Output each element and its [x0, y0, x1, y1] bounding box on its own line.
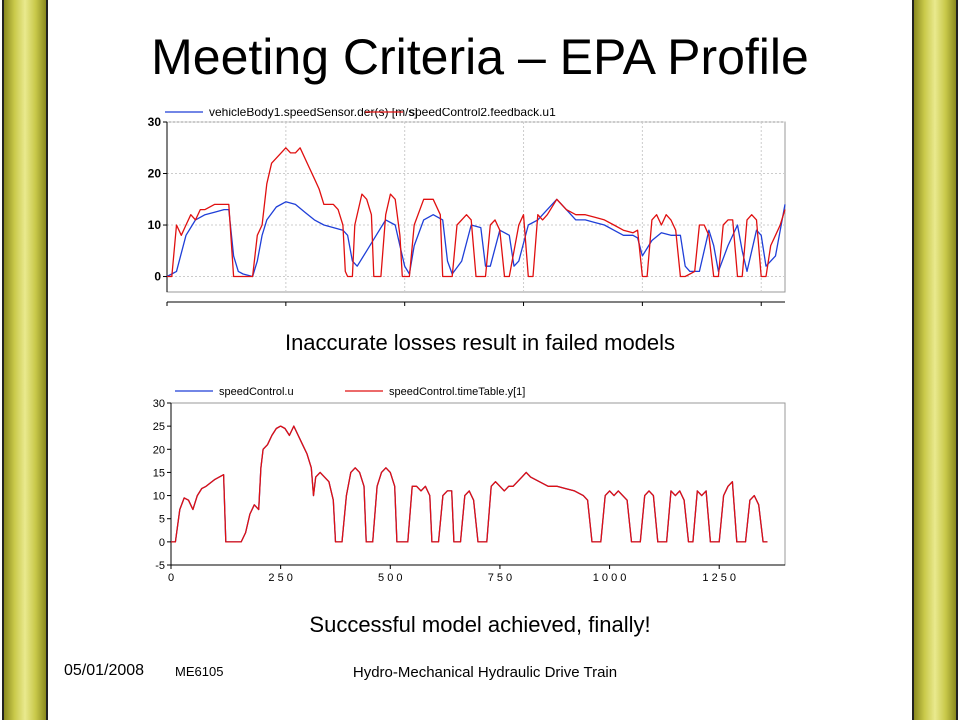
x-tick-label: 0: [168, 572, 174, 583]
footer-title: Hydro-Mechanical Hydraulic Drive Train: [352, 664, 618, 681]
right-decorative-bar: [912, 0, 958, 720]
y-tick-label: 0: [154, 270, 161, 284]
legend-label: speedControl2.feedback.u1: [409, 108, 556, 119]
y-tick-label: 0: [159, 537, 165, 549]
x-tick-label: 1 0 0 0: [593, 572, 627, 583]
x-tick-label: 250: [276, 307, 296, 308]
x-tick-label: 7 5 0: [488, 572, 512, 583]
plot-area: [166, 121, 786, 293]
x-tick-label: 2 5 0: [268, 572, 292, 583]
caption-successful-model: Successful model achieved, finally!: [309, 612, 651, 637]
y-tick-label: 25: [153, 421, 165, 433]
series-line: [171, 425, 768, 543]
slide-title: Meeting Criteria – EPA Profile: [151, 29, 809, 85]
footer-date: 05/01/2008: [64, 662, 145, 679]
x-tick-label: 750: [514, 307, 534, 308]
footer-course: ME6105: [175, 664, 224, 679]
y-tick-label: 10: [153, 491, 165, 503]
y-tick-label: 15: [153, 467, 165, 479]
y-tick-label: 30: [153, 398, 165, 410]
legend-label: speedControl.u: [219, 386, 294, 398]
legend-label: speedControl.timeTable.y[1]: [389, 386, 525, 398]
x-tick-label: 500: [395, 307, 415, 308]
y-tick-label: 30: [148, 115, 162, 129]
y-tick-label: -5: [155, 560, 165, 572]
y-tick-label: 10: [148, 218, 162, 232]
caption-failed-models: Inaccurate losses result in failed model…: [284, 330, 676, 355]
series-line: [167, 147, 786, 278]
x-tick-label: 5 0 0: [378, 572, 402, 583]
x-tick-label: 0: [164, 307, 171, 308]
y-tick-label: 20: [153, 444, 165, 456]
legend-label: vehicleBody1.speedSensor.der(s) [m/s]: [209, 108, 418, 119]
y-tick-label: 20: [148, 167, 162, 181]
x-tick-label: 1 2 5 0: [702, 572, 736, 583]
y-tick-label: 5: [159, 514, 165, 526]
left-decorative-bar: [2, 0, 48, 720]
